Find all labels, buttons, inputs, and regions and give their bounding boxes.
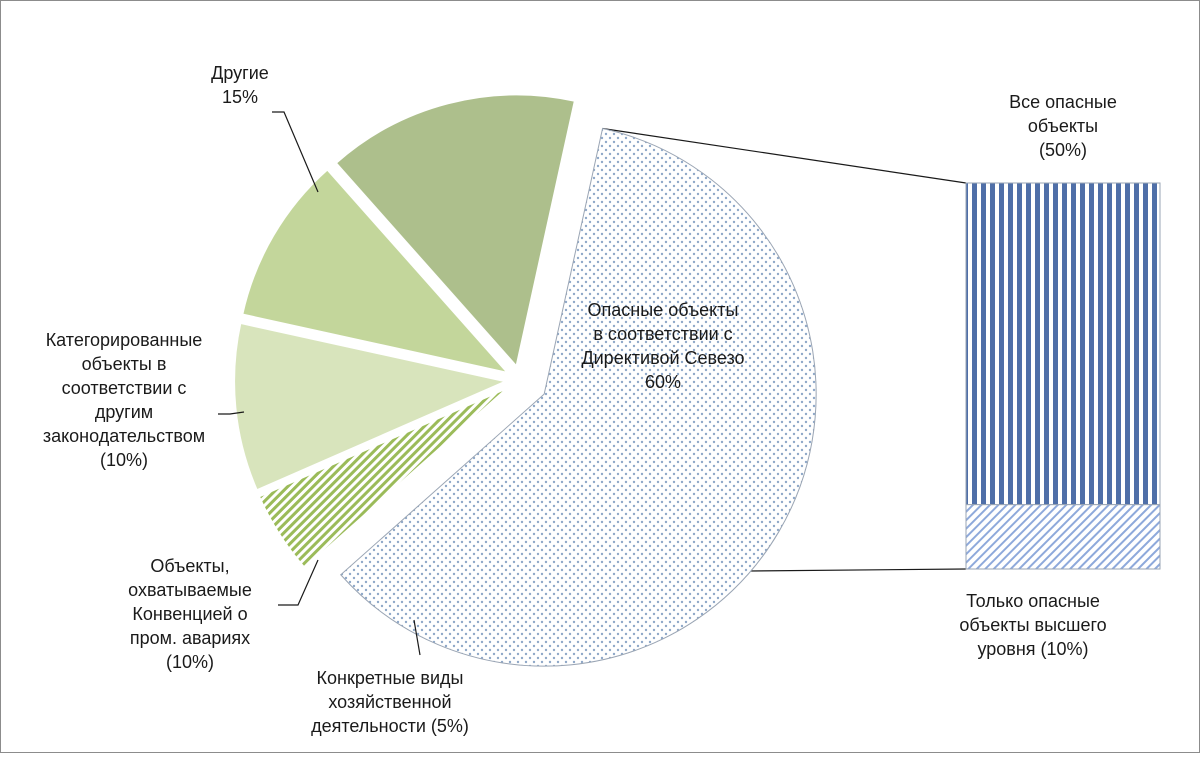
leader-lines: [218, 111, 421, 656]
leader-specific: [413, 619, 421, 656]
data-label-convention-objects: Объекты, охватываемые Конвенцией о пром. ав…: [128, 556, 252, 672]
data-labels: Опасные объекты в соответствии с Директиво…: [43, 63, 1117, 736]
data-label-others: Другие 15%: [211, 63, 269, 107]
pie-slice-3: [241, 168, 511, 375]
data-label-all-hazardous: Все опасные объекты (50%): [1009, 92, 1117, 160]
pie-slice-2: [233, 321, 510, 492]
data-label-seveso: Опасные объекты в соответствии с Директиво…: [581, 300, 744, 392]
leader-others: [272, 111, 319, 193]
data-label-upper-tier: Только опасные объекты высшего уровня (10%…: [959, 591, 1106, 659]
pie-slices: [233, 93, 817, 667]
pie-slice-4: [334, 93, 577, 369]
connector-top: [602, 127, 967, 184]
breakdown-segment-0: [965, 182, 1161, 506]
pie-slice-0: [340, 127, 817, 667]
leader-convention: [278, 559, 319, 606]
breakdown-bar: [965, 182, 1161, 570]
leader-categorized: [218, 411, 245, 415]
pie-slice-1: [257, 386, 509, 570]
data-label-specific-activities: Конкретные виды хозяйственной деятельности…: [311, 668, 469, 736]
breakdown-segment-1: [965, 504, 1161, 570]
